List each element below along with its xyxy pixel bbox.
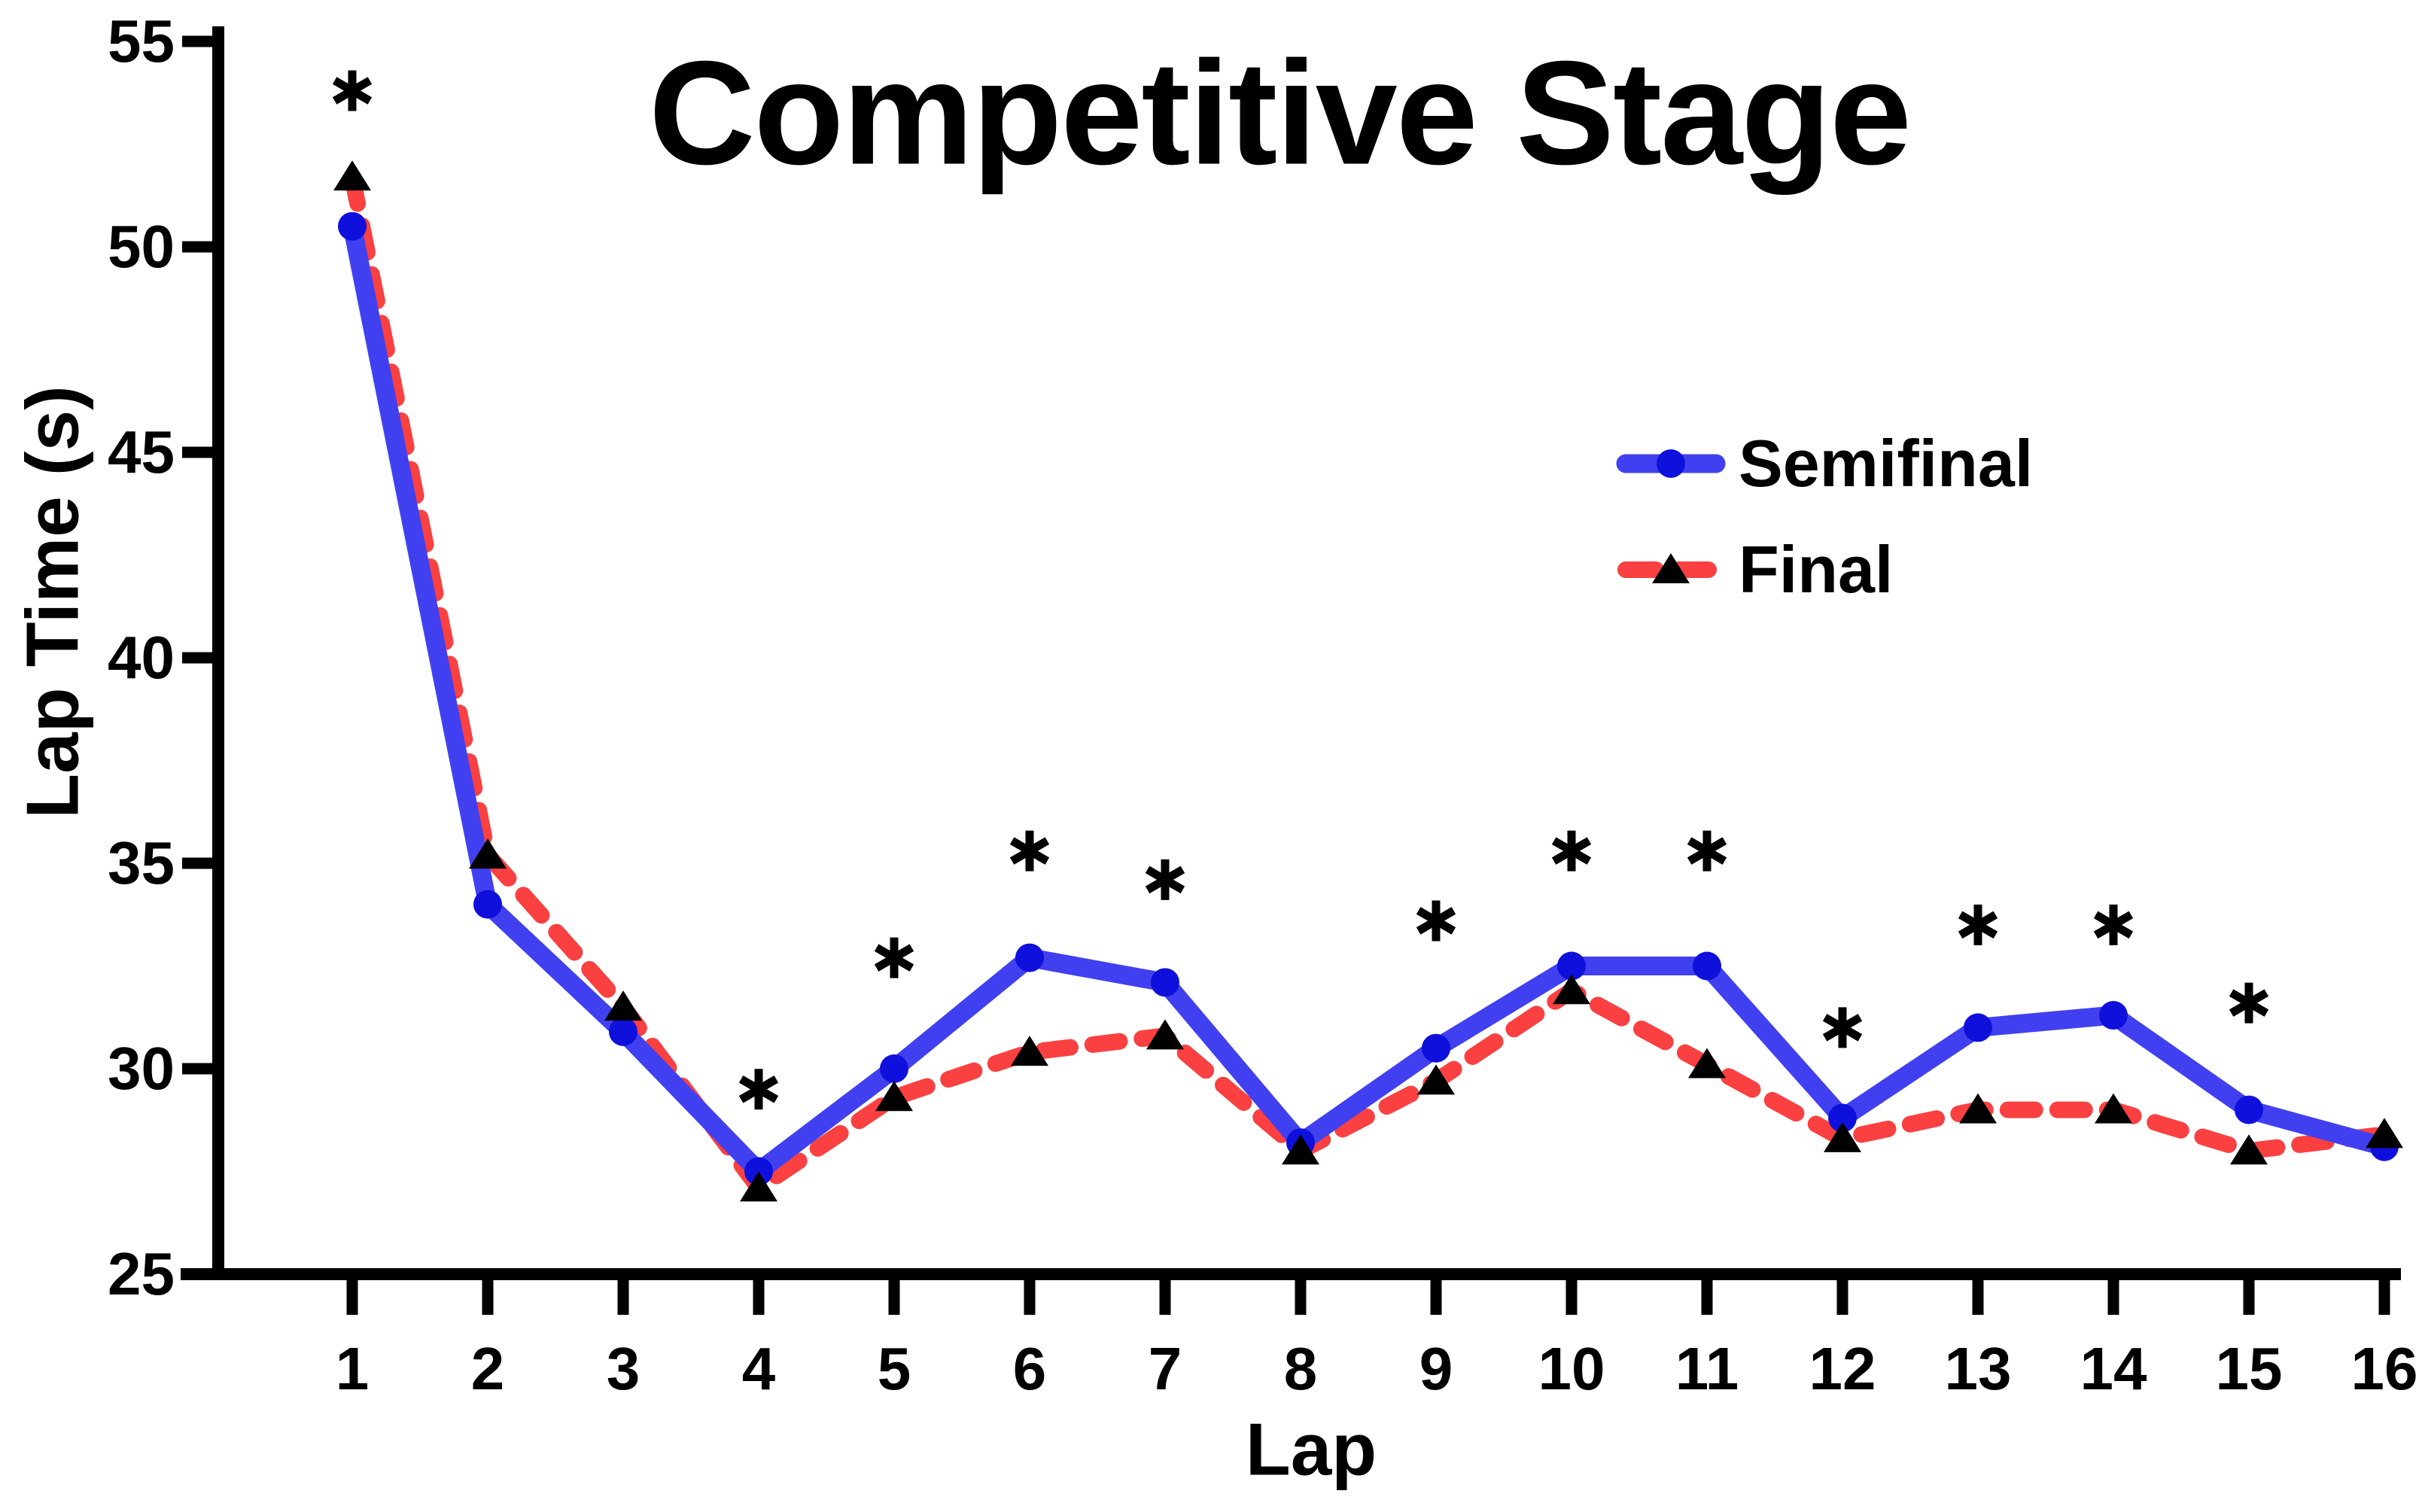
semifinal-marker	[338, 211, 367, 241]
final-marker	[2095, 1093, 2132, 1124]
x-tick-label: 3	[606, 1335, 640, 1402]
y-tick-label: 45	[108, 418, 175, 485]
y-tick-label: 55	[108, 8, 175, 75]
significance-asterisk	[1145, 866, 1185, 894]
x-tick-label: 1	[335, 1335, 370, 1402]
legend-label-semifinal: Semifinal	[1739, 426, 2034, 500]
final-marker	[1282, 1134, 1319, 1165]
legend-label-final: Final	[1739, 532, 1894, 607]
final-marker	[875, 1081, 913, 1112]
y-tick-label: 50	[108, 213, 175, 280]
significance-asterisk	[2229, 989, 2269, 1017]
semifinal-marker	[1828, 1103, 1857, 1133]
x-tick-label: 6	[1012, 1335, 1047, 1402]
y-tick-label: 40	[108, 624, 175, 691]
semifinal-marker	[1151, 968, 1179, 997]
significance-asterisk	[1009, 837, 1050, 865]
final-marker	[1824, 1121, 1861, 1152]
semifinal-marker	[609, 1017, 637, 1046]
x-tick-label: 2	[470, 1335, 505, 1402]
x-tick-label: 12	[1809, 1335, 1876, 1402]
chart-title: Competitive Stage	[649, 30, 1912, 196]
y-tick-label: 25	[108, 1240, 175, 1307]
y-tick-label: 35	[108, 829, 175, 896]
x-tick-label: 10	[1538, 1335, 1605, 1402]
final-marker	[333, 160, 371, 191]
final-legend-marker-icon	[1652, 553, 1690, 583]
x-tick-label: 5	[877, 1335, 911, 1402]
x-tick-label: 16	[2350, 1335, 2418, 1402]
significance-asterisk	[1416, 907, 1456, 935]
semifinal-marker	[2235, 1095, 2263, 1124]
semifinal-marker	[1964, 1013, 1992, 1042]
significance-asterisk	[874, 944, 914, 972]
semifinal-marker	[2099, 1001, 2128, 1030]
semifinal-line	[342, 217, 2394, 1181]
final-marker	[1011, 1036, 1048, 1066]
significance-asterisk	[1958, 911, 1998, 939]
semifinal-marker	[880, 1054, 908, 1083]
significance-asterisk	[1551, 837, 1592, 865]
final-marker	[1417, 1064, 1455, 1095]
semifinal-marker	[1557, 951, 1586, 981]
x-tick-label: 14	[2080, 1335, 2147, 1402]
y-tick-label: 30	[108, 1035, 175, 1102]
x-tick-label: 8	[1283, 1335, 1318, 1402]
semifinal-legend-marker-icon	[1657, 449, 1685, 478]
final-marker	[1959, 1093, 1997, 1124]
semifinal-marker	[1693, 951, 1721, 981]
x-axis-title: Lap	[1245, 1407, 1377, 1491]
significance-asterisk	[1822, 1014, 1863, 1042]
x-tick-label: 7	[1148, 1335, 1182, 1402]
x-tick-label: 11	[1675, 1335, 1739, 1402]
significance-asterisk	[332, 77, 373, 105]
final-marker	[2366, 1118, 2403, 1148]
semifinal-marker	[1015, 943, 1044, 972]
final-marker	[2230, 1134, 2268, 1165]
final-marker	[740, 1171, 777, 1202]
x-tick-label: 9	[1419, 1335, 1453, 1402]
x-tick-label: 15	[2215, 1335, 2283, 1402]
final-marker	[1688, 1048, 1726, 1078]
significance-asterisk	[738, 1075, 779, 1103]
semifinal-marker	[473, 890, 502, 919]
significance-asterisk	[1687, 837, 1727, 865]
final-marker	[604, 990, 642, 1021]
significance-asterisk	[2093, 911, 2134, 939]
x-tick-label: 13	[1944, 1335, 2012, 1402]
semifinal-marker	[1422, 1033, 1450, 1063]
y-axis-tick-labels: 25 30 35 40 45 50 55	[0, 0, 175, 1512]
final-marker	[1553, 974, 1590, 1005]
final-marker	[469, 838, 507, 869]
x-tick-label: 4	[741, 1335, 776, 1402]
final-marker	[1146, 1019, 1184, 1050]
